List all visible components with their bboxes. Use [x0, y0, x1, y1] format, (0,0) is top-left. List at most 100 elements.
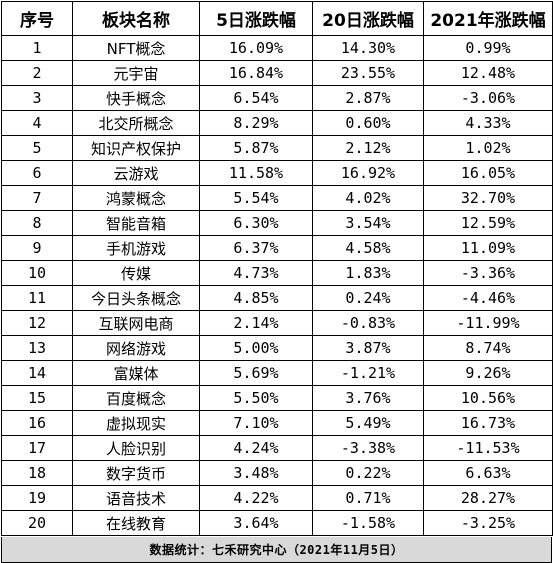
change-20d-cell[interactable]: 2.87%: [312, 85, 424, 111]
change-5d-cell[interactable]: 5.00%: [199, 335, 313, 361]
change-5d-cell[interactable]: 5.50%: [199, 385, 313, 411]
rank-cell[interactable]: 13: [1, 335, 73, 361]
sector-name-cell[interactable]: 手机游戏: [72, 235, 200, 261]
rank-cell[interactable]: 2: [1, 60, 73, 86]
change-20d-cell[interactable]: 2.12%: [312, 135, 424, 161]
change-2021-cell[interactable]: -3.06%: [423, 85, 553, 111]
change-2021-cell[interactable]: -3.25%: [423, 510, 553, 536]
change-5d-cell[interactable]: 4.22%: [199, 485, 313, 511]
sector-name-cell[interactable]: 网络游戏: [72, 335, 200, 361]
change-2021-cell[interactable]: 11.09%: [423, 235, 553, 261]
rank-cell[interactable]: 10: [1, 260, 73, 286]
change-20d-cell[interactable]: 5.49%: [312, 410, 424, 436]
rank-cell[interactable]: 5: [1, 135, 73, 161]
change-5d-cell[interactable]: 4.85%: [199, 285, 313, 311]
change-5d-cell[interactable]: 16.84%: [199, 60, 313, 86]
sector-name-cell[interactable]: 人脸识别: [72, 435, 200, 461]
sector-name-cell[interactable]: 今日头条概念: [72, 285, 200, 311]
change-5d-cell[interactable]: 7.10%: [199, 410, 313, 436]
rank-cell[interactable]: 20: [1, 510, 73, 536]
rank-cell[interactable]: 15: [1, 385, 73, 411]
rank-cell[interactable]: 16: [1, 410, 73, 436]
header-change-5d[interactable]: 5日涨跌幅: [199, 1, 313, 36]
change-20d-cell[interactable]: 16.92%: [312, 160, 424, 186]
header-rank[interactable]: 序号: [1, 1, 73, 36]
rank-cell[interactable]: 14: [1, 360, 73, 386]
change-20d-cell[interactable]: 0.71%: [312, 485, 424, 511]
rank-cell[interactable]: 7: [1, 185, 73, 211]
header-sector-name[interactable]: 板块名称: [72, 1, 200, 36]
rank-cell[interactable]: 4: [1, 110, 73, 136]
sector-name-cell[interactable]: 传媒: [72, 260, 200, 286]
change-2021-cell[interactable]: 1.02%: [423, 135, 553, 161]
rank-cell[interactable]: 18: [1, 460, 73, 486]
change-20d-cell[interactable]: 23.55%: [312, 60, 424, 86]
change-5d-cell[interactable]: 6.30%: [199, 210, 313, 236]
change-20d-cell[interactable]: 0.22%: [312, 460, 424, 486]
change-20d-cell[interactable]: -1.21%: [312, 360, 424, 386]
change-2021-cell[interactable]: 16.05%: [423, 160, 553, 186]
change-20d-cell[interactable]: -0.83%: [312, 310, 424, 336]
change-5d-cell[interactable]: 4.24%: [199, 435, 313, 461]
change-5d-cell[interactable]: 6.37%: [199, 235, 313, 261]
sector-name-cell[interactable]: 虚拟现实: [72, 410, 200, 436]
change-5d-cell[interactable]: 5.87%: [199, 135, 313, 161]
change-20d-cell[interactable]: 1.83%: [312, 260, 424, 286]
sector-name-cell[interactable]: 知识产权保护: [72, 135, 200, 161]
change-5d-cell[interactable]: 5.69%: [199, 360, 313, 386]
sector-name-cell[interactable]: 快手概念: [72, 85, 200, 111]
header-change-2021[interactable]: 2021年涨跌幅: [423, 1, 553, 36]
change-5d-cell[interactable]: 3.64%: [199, 510, 313, 536]
change-2021-cell[interactable]: 32.70%: [423, 185, 553, 211]
change-2021-cell[interactable]: -11.53%: [423, 435, 553, 461]
change-2021-cell[interactable]: 6.63%: [423, 460, 553, 486]
rank-cell[interactable]: 1: [1, 35, 73, 61]
change-5d-cell[interactable]: 11.58%: [199, 160, 313, 186]
change-2021-cell[interactable]: 9.26%: [423, 360, 553, 386]
change-20d-cell[interactable]: 3.54%: [312, 210, 424, 236]
sector-name-cell[interactable]: 元宇宙: [72, 60, 200, 86]
change-20d-cell[interactable]: 3.87%: [312, 335, 424, 361]
sector-name-cell[interactable]: 鸿蒙概念: [72, 185, 200, 211]
rank-cell[interactable]: 19: [1, 485, 73, 511]
change-5d-cell[interactable]: 5.54%: [199, 185, 313, 211]
change-5d-cell[interactable]: 2.14%: [199, 310, 313, 336]
change-2021-cell[interactable]: 12.48%: [423, 60, 553, 86]
change-2021-cell[interactable]: -4.46%: [423, 285, 553, 311]
sector-name-cell[interactable]: 互联网电商: [72, 310, 200, 336]
change-5d-cell[interactable]: 4.73%: [199, 260, 313, 286]
rank-cell[interactable]: 12: [1, 310, 73, 336]
header-change-20d[interactable]: 20日涨跌幅: [312, 1, 424, 36]
sector-name-cell[interactable]: 北交所概念: [72, 110, 200, 136]
change-2021-cell[interactable]: 8.74%: [423, 335, 553, 361]
rank-cell[interactable]: 11: [1, 285, 73, 311]
sector-name-cell[interactable]: 富媒体: [72, 360, 200, 386]
change-2021-cell[interactable]: 12.59%: [423, 210, 553, 236]
change-5d-cell[interactable]: 6.54%: [199, 85, 313, 111]
change-5d-cell[interactable]: 3.48%: [199, 460, 313, 486]
change-2021-cell[interactable]: 4.33%: [423, 110, 553, 136]
change-20d-cell[interactable]: 0.60%: [312, 110, 424, 136]
rank-cell[interactable]: 6: [1, 160, 73, 186]
change-20d-cell[interactable]: 0.24%: [312, 285, 424, 311]
change-20d-cell[interactable]: 4.02%: [312, 185, 424, 211]
change-20d-cell[interactable]: -1.58%: [312, 510, 424, 536]
rank-cell[interactable]: 9: [1, 235, 73, 261]
change-2021-cell[interactable]: 16.73%: [423, 410, 553, 436]
sector-name-cell[interactable]: 云游戏: [72, 160, 200, 186]
change-2021-cell[interactable]: 0.99%: [423, 35, 553, 61]
sector-name-cell[interactable]: 智能音箱: [72, 210, 200, 236]
change-5d-cell[interactable]: 8.29%: [199, 110, 313, 136]
change-2021-cell[interactable]: 28.27%: [423, 485, 553, 511]
change-20d-cell[interactable]: 3.76%: [312, 385, 424, 411]
rank-cell[interactable]: 8: [1, 210, 73, 236]
rank-cell[interactable]: 3: [1, 85, 73, 111]
change-2021-cell[interactable]: 10.56%: [423, 385, 553, 411]
sector-name-cell[interactable]: NFT概念: [72, 35, 200, 61]
change-2021-cell[interactable]: -11.99%: [423, 310, 553, 336]
sector-name-cell[interactable]: 在线教育: [72, 510, 200, 536]
change-20d-cell[interactable]: 14.30%: [312, 35, 424, 61]
rank-cell[interactable]: 17: [1, 435, 73, 461]
change-20d-cell[interactable]: 4.58%: [312, 235, 424, 261]
sector-name-cell[interactable]: 百度概念: [72, 385, 200, 411]
